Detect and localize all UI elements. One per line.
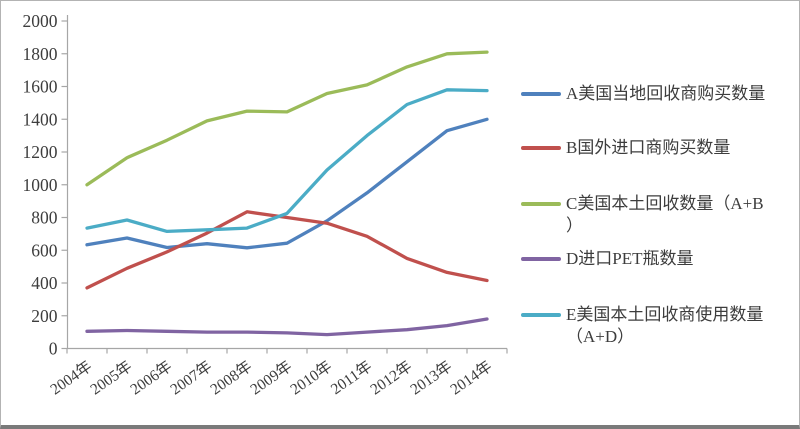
legend-swatch-D (521, 257, 561, 261)
legend-item-C: C美国本土回收数量（A+B ） (521, 193, 764, 237)
y-tick-label: 1600 (23, 77, 58, 97)
y-tick-label: 1800 (23, 44, 58, 64)
x-tick-label: 2006年 (127, 357, 175, 398)
series-line-E (85, 88, 489, 234)
legend-item-D: D进口PET瓶数量 (521, 248, 694, 270)
series-line-D (85, 317, 489, 337)
x-tick-label: 2014年 (447, 357, 495, 398)
y-tick-label: 2000 (23, 11, 58, 31)
y-tick-label: 0 (49, 339, 58, 359)
x-tick-label: 2010年 (287, 357, 335, 398)
y-tick-label: 600 (31, 240, 58, 260)
y-tick-label: 200 (31, 306, 58, 326)
legend-label-E: E美国本土回收商使用数量 （A+D） (566, 305, 764, 346)
legend-item-E: E美国本土回收商使用数量 （A+D） (521, 304, 763, 348)
legend-swatch-B (521, 146, 561, 150)
x-tick-label: 2012年 (367, 357, 415, 398)
series-line-A (85, 117, 489, 250)
x-tick-label: 2009年 (247, 357, 295, 398)
x-tick-label: 2007年 (167, 357, 215, 398)
series-line-B (85, 210, 489, 290)
y-tick-label: 1000 (23, 175, 58, 195)
y-tick-label: 800 (31, 208, 58, 228)
legend-label-D: D进口PET瓶数量 (566, 249, 694, 268)
legend-swatch-E (521, 313, 561, 317)
legend-label-C: C美国本土回收数量（A+B ） (566, 194, 764, 235)
legend-label-A: A美国当地回收商购买数量 (566, 84, 766, 103)
legend-swatch-A (521, 92, 561, 96)
legend-item-B: B国外进口商购买数量 (521, 137, 730, 159)
series-line-C (85, 50, 489, 187)
y-tick-label: 1200 (23, 142, 58, 162)
legend-label-B: B国外进口商购买数量 (566, 138, 731, 157)
chart-legend: A美国当地回收商购买数量 B国外进口商购买数量 C美国本土回收数量（A+B ） D进口… (521, 1, 797, 425)
y-tick-label: 400 (31, 273, 58, 293)
legend-swatch-C (521, 202, 561, 206)
x-tick-label: 2005年 (87, 357, 135, 398)
x-tick-label: 2011年 (327, 357, 375, 398)
legend-item-A: A美国当地回收商购买数量 (521, 83, 765, 105)
y-tick-label: 1400 (23, 109, 58, 129)
x-tick-label: 2013年 (407, 357, 455, 398)
x-tick-label: 2008年 (207, 357, 255, 398)
x-tick-label: 2004年 (47, 357, 95, 398)
